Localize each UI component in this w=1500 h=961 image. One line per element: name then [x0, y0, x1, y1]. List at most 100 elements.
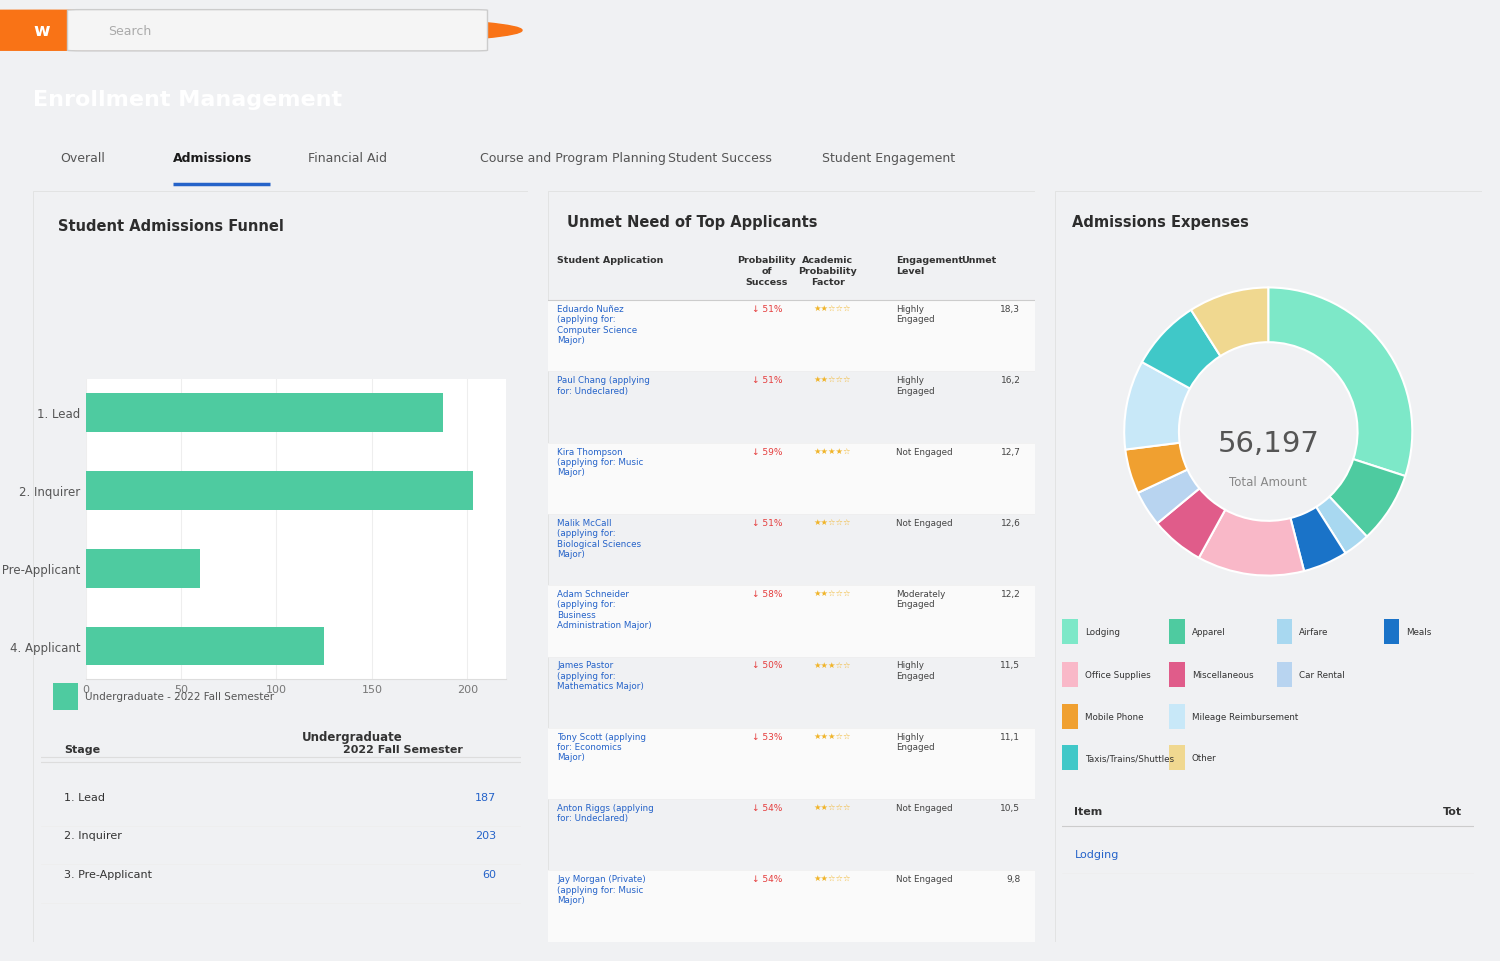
- Bar: [86, 393, 442, 432]
- Text: Lodging: Lodging: [1084, 628, 1119, 636]
- Wedge shape: [1316, 497, 1366, 554]
- Text: 2. Inquirer: 2. Inquirer: [64, 830, 123, 840]
- FancyBboxPatch shape: [1170, 704, 1185, 729]
- Text: 12,6: 12,6: [1000, 518, 1020, 528]
- Text: ↓ 51%: ↓ 51%: [752, 305, 782, 313]
- Text: ↓ 51%: ↓ 51%: [752, 376, 782, 384]
- Text: Moderately
Engaged: Moderately Engaged: [896, 589, 945, 609]
- Text: Paul Chang (applying
for: Undeclared): Paul Chang (applying for: Undeclared): [558, 376, 650, 395]
- FancyBboxPatch shape: [548, 728, 1035, 800]
- Text: Mobile Phone: Mobile Phone: [1084, 712, 1143, 722]
- Text: ↓ 51%: ↓ 51%: [752, 518, 782, 528]
- Text: Academic
Probability
Factor: Academic Probability Factor: [798, 256, 856, 287]
- Text: 9,8: 9,8: [1007, 875, 1020, 883]
- Text: Student Application: Student Application: [558, 256, 663, 265]
- FancyBboxPatch shape: [1383, 620, 1400, 645]
- Text: Course and Program Planning: Course and Program Planning: [480, 152, 666, 164]
- Wedge shape: [1198, 510, 1304, 576]
- Wedge shape: [1329, 459, 1406, 537]
- Wedge shape: [1138, 470, 1200, 524]
- Text: Student Engagement: Student Engagement: [822, 152, 956, 164]
- Wedge shape: [1125, 443, 1188, 493]
- Text: Probability
of
Success: Probability of Success: [738, 256, 796, 287]
- Text: Not Engaged: Not Engaged: [896, 447, 952, 456]
- Text: Highly
Engaged: Highly Engaged: [896, 732, 934, 752]
- Text: 11,1: 11,1: [1000, 732, 1020, 741]
- Text: ★★☆☆☆: ★★☆☆☆: [815, 305, 852, 313]
- FancyBboxPatch shape: [53, 683, 78, 710]
- Wedge shape: [1124, 362, 1190, 450]
- Wedge shape: [1191, 288, 1269, 357]
- Text: Admissions Expenses: Admissions Expenses: [1071, 214, 1248, 230]
- FancyBboxPatch shape: [1276, 662, 1292, 687]
- Text: Not Engaged: Not Engaged: [896, 518, 952, 528]
- Text: ↓ 53%: ↓ 53%: [752, 732, 782, 741]
- Text: 1. Lead: 1. Lead: [64, 792, 105, 801]
- Text: 203: 203: [476, 830, 496, 840]
- Wedge shape: [1268, 288, 1413, 477]
- Text: Apparel: Apparel: [1192, 628, 1225, 636]
- Text: 12,2: 12,2: [1000, 589, 1020, 599]
- FancyBboxPatch shape: [1062, 704, 1077, 729]
- Bar: [86, 471, 472, 510]
- Text: Miscellaneous: Miscellaneous: [1192, 670, 1254, 679]
- Text: Unmet Need of Top Applicants: Unmet Need of Top Applicants: [567, 214, 818, 230]
- Text: Undergraduate - 2022 Fall Semester: Undergraduate - 2022 Fall Semester: [86, 691, 274, 702]
- Text: James Pastor
(applying for:
Mathematics Major): James Pastor (applying for: Mathematics …: [558, 661, 644, 690]
- Text: ↓ 58%: ↓ 58%: [752, 589, 782, 599]
- Text: Student Admissions Funnel: Student Admissions Funnel: [57, 218, 284, 234]
- Text: ★★☆☆☆: ★★☆☆☆: [815, 589, 852, 599]
- Text: Taxis/Trains/Shuttles: Taxis/Trains/Shuttles: [1084, 753, 1174, 762]
- Text: Jay Morgan (Private)
(applying for: Music
Major): Jay Morgan (Private) (applying for: Musi…: [558, 875, 646, 904]
- Text: 56,197: 56,197: [1218, 430, 1318, 457]
- Text: Tony Scott (applying
for: Economics
Major): Tony Scott (applying for: Economics Majo…: [558, 732, 646, 762]
- Text: 187: 187: [476, 792, 496, 801]
- Text: Enrollment Management: Enrollment Management: [33, 89, 342, 110]
- Text: Stage: Stage: [64, 745, 101, 754]
- Text: Mileage Reimbursement: Mileage Reimbursement: [1192, 712, 1298, 722]
- Text: ↓ 59%: ↓ 59%: [752, 447, 782, 456]
- Text: ↓ 54%: ↓ 54%: [752, 875, 782, 883]
- Text: 2022 Fall Semester: 2022 Fall Semester: [344, 745, 464, 754]
- FancyBboxPatch shape: [1062, 620, 1077, 645]
- Text: Highly
Engaged: Highly Engaged: [896, 305, 934, 324]
- Text: ★★☆☆☆: ★★☆☆☆: [815, 875, 852, 883]
- Text: ★★☆☆☆: ★★☆☆☆: [815, 376, 852, 384]
- FancyBboxPatch shape: [1170, 620, 1185, 645]
- Text: Adam Schneider
(applying for:
Business
Administration Major): Adam Schneider (applying for: Business A…: [558, 589, 652, 629]
- Text: 16,2: 16,2: [1000, 376, 1020, 384]
- FancyBboxPatch shape: [1276, 620, 1292, 645]
- FancyBboxPatch shape: [1170, 746, 1185, 771]
- Text: ★★☆☆☆: ★★☆☆☆: [815, 518, 852, 528]
- Text: Lodging: Lodging: [1074, 849, 1119, 859]
- Text: Malik McCall
(applying for:
Biological Sciences
Major): Malik McCall (applying for: Biological S…: [558, 518, 642, 558]
- Text: 10,5: 10,5: [1000, 803, 1020, 812]
- Text: ★★★★☆: ★★★★☆: [815, 447, 852, 456]
- Text: 18,3: 18,3: [1000, 305, 1020, 313]
- Text: Financial Aid: Financial Aid: [308, 152, 387, 164]
- FancyBboxPatch shape: [1062, 662, 1077, 687]
- Text: Highly
Engaged: Highly Engaged: [896, 661, 934, 680]
- Text: w: w: [33, 22, 51, 40]
- Text: Car Rental: Car Rental: [1299, 670, 1346, 679]
- Text: Admissions: Admissions: [172, 152, 252, 164]
- FancyBboxPatch shape: [68, 11, 488, 52]
- Text: 3. Pre-Applicant: 3. Pre-Applicant: [64, 869, 153, 878]
- Text: Unmet: Unmet: [960, 256, 996, 265]
- Text: Office Supplies: Office Supplies: [1084, 670, 1150, 679]
- FancyBboxPatch shape: [548, 586, 1035, 657]
- Wedge shape: [1142, 310, 1221, 389]
- Text: Kira Thompson
(applying for: Music
Major): Kira Thompson (applying for: Music Major…: [558, 447, 644, 477]
- FancyBboxPatch shape: [1062, 746, 1077, 771]
- Wedge shape: [1290, 507, 1346, 572]
- FancyBboxPatch shape: [548, 871, 1035, 942]
- Text: Airfare: Airfare: [1299, 628, 1329, 636]
- Bar: [86, 549, 200, 588]
- Text: 11,5: 11,5: [1000, 661, 1020, 670]
- Text: Not Engaged: Not Engaged: [896, 875, 952, 883]
- FancyBboxPatch shape: [548, 301, 1035, 372]
- Text: Meals: Meals: [1407, 628, 1432, 636]
- Text: ★★★☆☆: ★★★☆☆: [815, 661, 852, 670]
- FancyBboxPatch shape: [548, 443, 1035, 514]
- Text: ★★☆☆☆: ★★☆☆☆: [815, 803, 852, 812]
